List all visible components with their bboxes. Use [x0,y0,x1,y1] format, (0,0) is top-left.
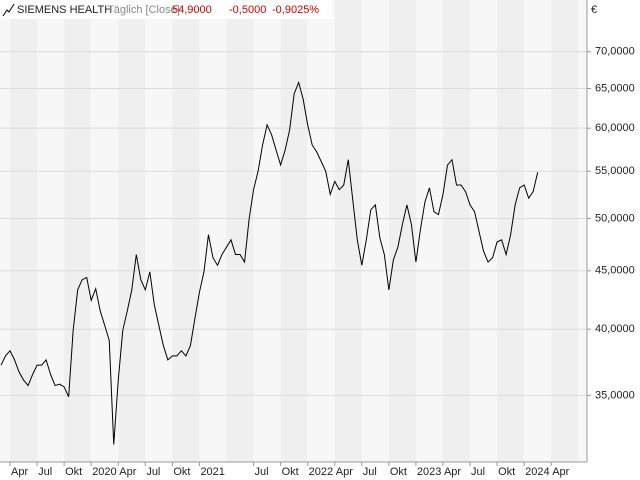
band [280,0,308,462]
band [470,0,498,462]
band [10,0,38,462]
x-tick-label: Okt [282,466,299,478]
x-tick-label: 2023 [417,466,441,478]
band [497,0,525,462]
band [91,0,119,462]
x-tick-label: Apr [336,466,353,478]
band [334,0,362,462]
x-tick-label: Okt [173,466,190,478]
band [442,0,471,462]
x-tick-label: Apr [11,466,28,478]
x-tick-label: 2020 [92,466,116,478]
price-line [0,80,539,445]
x-tick-label: Okt [498,466,515,478]
band [551,0,579,462]
band [199,0,227,462]
last-price: 54,9000 [172,4,212,16]
band [361,0,389,462]
x-tick-label: Jul [255,466,269,478]
change: -0,5000 [229,4,266,16]
legend-name: SIEMENS HEALTH [17,4,112,16]
band [64,0,92,462]
band [253,0,281,462]
x-tick-label: Apr [444,466,461,478]
x-tick-label: Jul [363,466,377,478]
x-tick-label: Jul [146,466,160,478]
band [37,0,65,462]
x-tick-label: Apr [552,466,569,478]
y-tick-label: 35,0000 [595,389,635,401]
legend-box [0,0,332,19]
change-pct: -0,9025% [272,4,319,16]
band [172,0,200,462]
x-tick-label: Jul [38,466,52,478]
x-tick-label: Jul [471,466,485,478]
y-tick-label: 60,0000 [595,122,635,134]
band [226,0,254,462]
y-unit: € [591,4,597,16]
legend-mode: Täglich [Close] [107,4,180,16]
band [145,0,173,462]
band [524,0,552,462]
band [307,0,335,462]
x-tick-label: 2022 [309,466,333,478]
x-tick-label: 2021 [200,466,224,478]
band [0,0,11,462]
legend-icon [2,3,15,17]
x-tick-label: 2024 [525,466,549,478]
y-tick-label: 50,0000 [595,212,635,224]
x-tick-label: Okt [390,466,407,478]
x-tick-label: Okt [65,466,82,478]
background [0,0,587,462]
y-tick-label: 45,0000 [595,265,635,277]
x-tick-label: Apr [119,466,136,478]
band [578,0,587,462]
y-tick-label: 55,0000 [595,165,635,177]
plot [0,51,587,445]
y-tick-label: 40,0000 [595,323,635,335]
legend: SIEMENS HEALTH Täglich [Close] 54,9000 -… [0,0,332,19]
y-tick-label: 65,0000 [595,82,635,94]
band [118,0,146,462]
band [388,0,416,462]
y-tick-label: 70,0000 [595,46,635,58]
